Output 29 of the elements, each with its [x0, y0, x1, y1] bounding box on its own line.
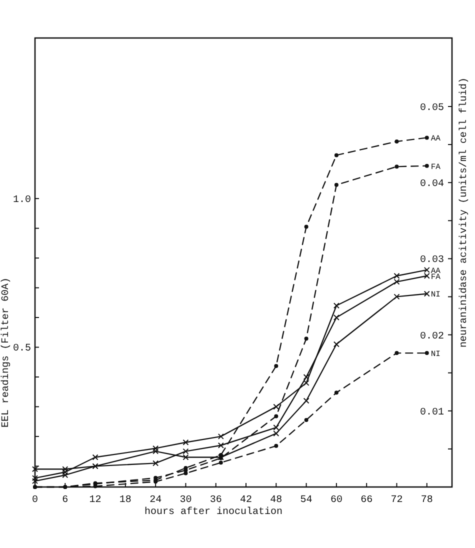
x-tick-label: 42 — [240, 495, 252, 506]
x-tick-label: 54 — [300, 495, 312, 506]
series-label: FA — [430, 272, 441, 282]
series-label: AA — [430, 134, 441, 144]
y-tick-label: 1.0 — [12, 195, 31, 206]
x-axis-title: hours after inoculation — [144, 506, 283, 518]
x-tick-label: 36 — [210, 495, 222, 506]
y2-tick-label: 0.01 — [420, 407, 444, 418]
x-tick-label: 0 — [32, 495, 38, 506]
x-tick-label: 6 — [62, 495, 68, 506]
series-label: NI — [430, 290, 440, 300]
y2-tick-label: 0.02 — [420, 331, 444, 342]
x-tick-label: 72 — [390, 495, 403, 506]
series-label: FA — [430, 162, 441, 172]
x-tick-label: 30 — [180, 495, 192, 506]
x-tick-label: 66 — [360, 495, 373, 506]
x-tick-label: 12 — [89, 495, 102, 506]
x-tick-label: 78 — [420, 495, 433, 506]
y2-tick-label: 0.05 — [420, 102, 444, 114]
y-tick-label: 0.5 — [12, 344, 31, 355]
x-tick-label: 18 — [119, 495, 132, 506]
y2-tick-label: 0.04 — [420, 179, 444, 190]
y2-tick-label: 0.03 — [420, 255, 444, 266]
series-label: NI — [430, 350, 440, 360]
x-tick-label: 60 — [330, 495, 342, 506]
x-tick-label: 48 — [270, 495, 282, 506]
x-tick-label: 24 — [150, 495, 162, 506]
y-axis-title: EEL readings (Filter 60A) — [0, 277, 12, 428]
y2-axis-title: neuraninidase acitivity (units/ml cell fluid) — [458, 77, 470, 348]
